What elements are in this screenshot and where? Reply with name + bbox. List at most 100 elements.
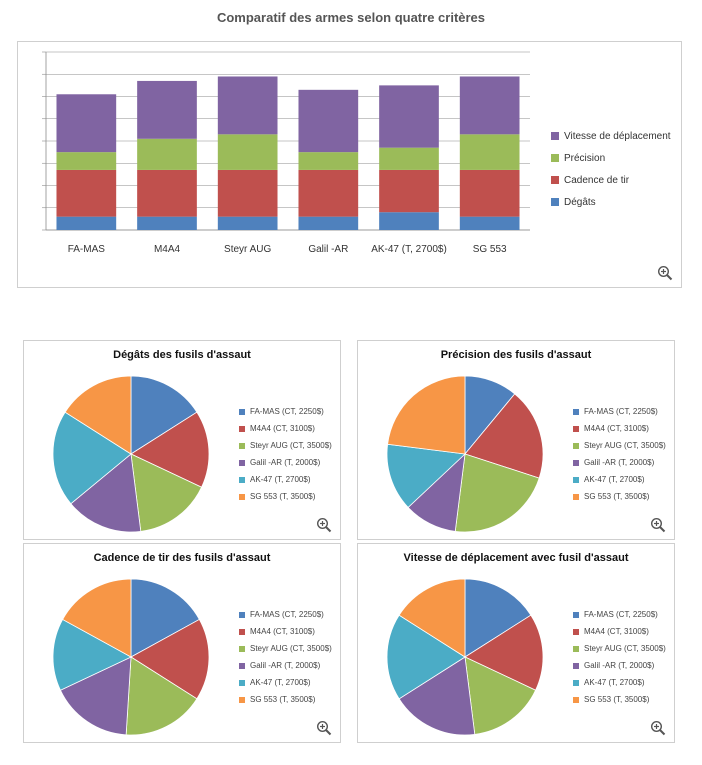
legend-swatch xyxy=(573,493,579,500)
legend-swatch xyxy=(573,442,579,449)
x-tick-label: AK-47 (T, 2700$) xyxy=(371,244,447,255)
legend-item: AK-47 (T, 2700$) xyxy=(239,674,332,691)
pie-chart xyxy=(52,375,210,533)
legend-label: Précision xyxy=(564,152,606,164)
pie-slice xyxy=(52,411,132,505)
pie-slice xyxy=(130,375,198,455)
x-tick-label: Galil -AR xyxy=(308,244,348,255)
legend-label: Vitesse de déplacement xyxy=(564,130,671,142)
bar-segment xyxy=(459,216,520,230)
legend-label: SG 553 (T, 3500$) xyxy=(250,695,316,704)
pie-slice xyxy=(387,375,466,455)
zoom-in-icon[interactable] xyxy=(650,517,666,533)
bar-segment xyxy=(137,80,197,139)
zoom-in-icon[interactable] xyxy=(650,720,666,736)
legend-label: AK-47 (T, 2700$) xyxy=(250,475,311,484)
legend-label: FA-MAS (CT, 2250$) xyxy=(250,407,324,416)
legend-item: Steyr AUG (CT, 3500$) xyxy=(573,437,666,454)
bar-segment xyxy=(379,169,439,213)
legend-item: Steyr AUG (CT, 3500$) xyxy=(239,640,332,657)
stacked-bar-chart: FA-MAS M4A4 Steyr AUG Galil -AR AK-47 (T, 27… xyxy=(42,51,530,255)
legend-label: Galil -AR (T, 2000$) xyxy=(250,661,321,670)
pie-slice xyxy=(70,453,142,533)
bar-segment xyxy=(459,169,520,217)
legend-swatch xyxy=(573,459,579,466)
bar-segment xyxy=(137,216,197,230)
legend-item: FA-MAS (CT, 2250$) xyxy=(573,403,666,420)
x-tick-label: M4A4 xyxy=(154,244,181,255)
pie-chart-panel-precision: Précision des fusils d'assaut FA-MAS (CT… xyxy=(357,340,675,540)
bar-segment xyxy=(217,216,278,230)
bar-segment xyxy=(298,89,359,153)
pie-chart xyxy=(386,578,544,736)
pie-slice xyxy=(398,656,476,736)
pie-slice xyxy=(464,614,544,691)
legend-label: AK-47 (T, 2700$) xyxy=(584,678,645,687)
legend-item: AK-47 (T, 2700$) xyxy=(573,471,666,488)
legend-label: Dégâts xyxy=(564,196,596,208)
legend-label: M4A4 (CT, 3100$) xyxy=(250,627,315,636)
zoom-in-icon[interactable] xyxy=(657,265,673,281)
bar-segment xyxy=(298,152,359,170)
bar-chart-legend: Vitesse de déplacement Précision Cadence d… xyxy=(551,125,671,213)
legend-swatch xyxy=(239,442,245,449)
stacked-bar-chart-panel: FA-MAS M4A4 Steyr AUG Galil -AR AK-47 (T, 27… xyxy=(17,41,682,288)
legend-item: SG 553 (T, 3500$) xyxy=(573,488,666,505)
legend-label: Cadence de tir xyxy=(564,174,630,186)
pie-chart-title: Vitesse de déplacement avec fusil d'assa… xyxy=(403,552,629,564)
legend-swatch xyxy=(239,696,245,703)
legend-swatch xyxy=(573,425,579,432)
pie-slice xyxy=(64,375,132,455)
pie-chart-title: Cadence de tir des fusils d'assaut xyxy=(93,552,271,564)
legend-item: Vitesse de déplacement xyxy=(551,125,671,147)
pie-chart-panel-degats: Dégâts des fusils d'assaut FA-MAS (CT, 2… xyxy=(23,340,341,540)
pie-slice xyxy=(59,656,132,736)
pie-chart-panel-vitesse: Vitesse de déplacement avec fusil d'assa… xyxy=(357,543,675,743)
legend-swatch xyxy=(239,645,245,652)
legend-swatch xyxy=(551,176,559,184)
legend-item: FA-MAS (CT, 2250$) xyxy=(239,403,332,420)
legend-swatch xyxy=(573,662,579,669)
x-tick-label: FA-MAS xyxy=(68,244,106,255)
x-tick-label: Steyr AUG xyxy=(224,244,271,255)
legend-swatch xyxy=(573,645,579,652)
legend-item: Steyr AUG (CT, 3500$) xyxy=(573,640,666,657)
main-chart-title: Comparatif des armes selon quatre critèr… xyxy=(216,10,486,25)
legend-item: Steyr AUG (CT, 3500$) xyxy=(239,437,332,454)
legend-swatch xyxy=(239,611,245,618)
pie-slice xyxy=(454,453,540,533)
legend-label: M4A4 (CT, 3100$) xyxy=(250,424,315,433)
legend-label: Steyr AUG (CT, 3500$) xyxy=(584,644,666,653)
pie-chart xyxy=(386,375,544,533)
bar-segment xyxy=(137,169,197,217)
legend-label: Steyr AUG (CT, 3500$) xyxy=(584,441,666,450)
pie-slice xyxy=(130,578,200,658)
legend-label: AK-47 (T, 2700$) xyxy=(584,475,645,484)
legend-item: Dégâts xyxy=(551,191,671,213)
pie-chart-panel-cadence: Cadence de tir des fusils d'assaut FA-MA… xyxy=(23,543,341,743)
legend-label: SG 553 (T, 3500$) xyxy=(250,492,316,501)
legend-label: Galil -AR (T, 2000$) xyxy=(250,458,321,467)
zoom-in-icon[interactable] xyxy=(316,720,332,736)
legend-item: M4A4 (CT, 3100$) xyxy=(573,420,666,437)
zoom-in-icon[interactable] xyxy=(316,517,332,533)
legend-label: FA-MAS (CT, 2250$) xyxy=(584,610,658,619)
legend-label: M4A4 (CT, 3100$) xyxy=(584,627,649,636)
bar-segment xyxy=(217,76,278,135)
pie-chart-legend: FA-MAS (CT, 2250$) M4A4 (CT, 3100$) Steyr … xyxy=(239,606,332,708)
legend-label: SG 553 (T, 3500$) xyxy=(584,695,650,704)
pie-slice xyxy=(130,411,210,488)
legend-swatch xyxy=(239,662,245,669)
legend-item: SG 553 (T, 3500$) xyxy=(239,691,332,708)
pie-slice xyxy=(130,618,210,700)
bar-segment xyxy=(137,138,197,170)
legend-swatch xyxy=(239,628,245,635)
pie-slice xyxy=(386,614,466,700)
bar-segment xyxy=(56,94,117,153)
bar-segment xyxy=(56,169,117,217)
legend-swatch xyxy=(239,476,245,483)
legend-item: Galil -AR (T, 2000$) xyxy=(573,657,666,674)
legend-item: M4A4 (CT, 3100$) xyxy=(239,623,332,640)
pie-slice xyxy=(464,578,532,658)
bar-segment xyxy=(459,76,520,135)
